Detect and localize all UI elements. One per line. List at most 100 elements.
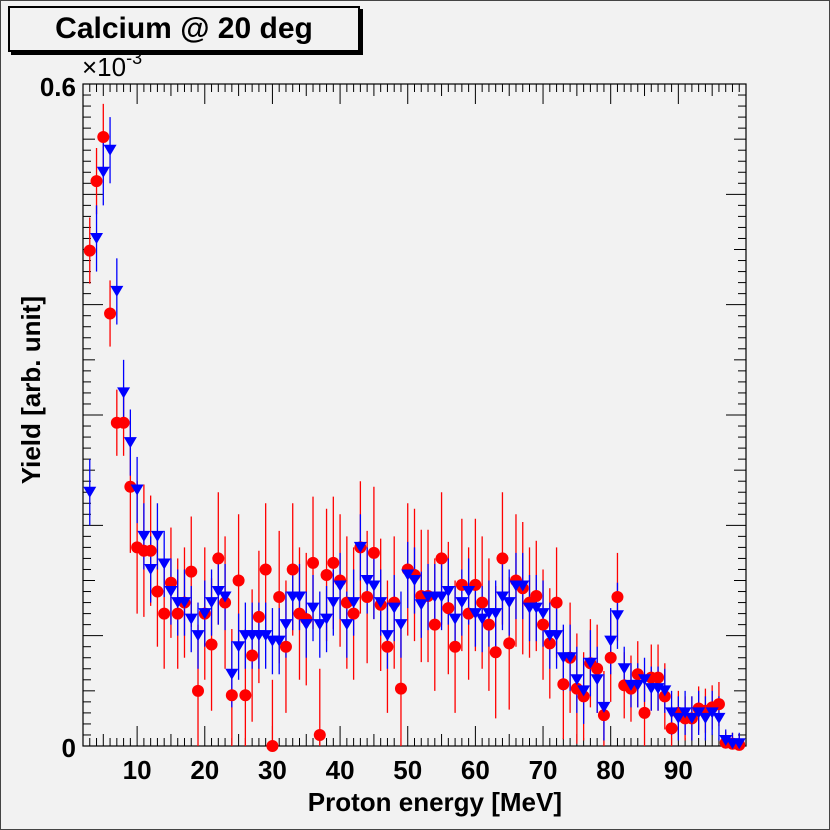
data-point-triangle [455, 597, 469, 609]
data-point-triangle [732, 738, 746, 750]
data-point-triangle [638, 674, 652, 686]
y-multiplier-exponent: -3 [126, 48, 142, 68]
data-point-circle [252, 610, 265, 623]
data-point-triangle [150, 530, 164, 542]
data-point-circle [158, 607, 171, 620]
data-point-circle [597, 709, 610, 722]
data-point-circle [171, 607, 184, 620]
data-point-circle [164, 576, 177, 589]
data-point-circle [367, 546, 380, 559]
data-point-circle [327, 556, 340, 569]
data-point-triangle [665, 707, 679, 719]
data-point-circle [279, 640, 292, 653]
x-tick-label: 50 [393, 755, 422, 785]
data-point-triangle [597, 701, 611, 713]
data-point-circle [442, 602, 455, 615]
data-point-circle [246, 649, 259, 662]
data-point-circle [394, 682, 407, 695]
data-point-triangle [502, 597, 516, 609]
data-point-circle [192, 684, 205, 697]
data-point-triangle [313, 619, 327, 631]
x-tick-label: 60 [461, 755, 490, 785]
data-point-triangle [610, 610, 624, 622]
data-point-circle [205, 638, 218, 651]
data-point-circle [83, 244, 96, 257]
data-point-circle [591, 662, 604, 675]
data-point-circle [482, 618, 495, 631]
data-point-circle [652, 671, 665, 684]
data-point-circle [219, 596, 232, 609]
data-point-circle [658, 690, 671, 703]
data-point-triangle [380, 630, 394, 642]
data-point-triangle [353, 541, 367, 553]
x-tick-label: 30 [258, 755, 287, 785]
data-point-triangle [259, 630, 273, 642]
data-point-triangle [435, 591, 449, 603]
data-point-triangle [279, 619, 293, 631]
data-point-triangle [570, 674, 584, 686]
data-point-triangle [516, 580, 530, 592]
data-point-triangle [96, 166, 110, 178]
y-multiplier-label: ×10-3 [82, 48, 142, 82]
data-point-triangle [719, 734, 733, 746]
data-point-triangle [590, 674, 604, 686]
data-point-triangle [83, 486, 97, 498]
data-point-triangle [489, 608, 503, 620]
data-point-triangle [563, 652, 577, 664]
data-point-triangle [583, 657, 597, 669]
data-point-triangle [299, 619, 313, 631]
data-point-circle [435, 552, 448, 565]
data-point-triangle [347, 597, 361, 609]
data-point-circle [320, 568, 333, 581]
data-point-circle [489, 646, 502, 659]
x-tick-label: 80 [596, 755, 625, 785]
data-point-triangle [157, 558, 171, 570]
y-axis-label: Yield [arb. unit] [16, 296, 46, 484]
data-point-circle [185, 565, 198, 578]
data-point-triangle [604, 635, 618, 647]
data-point-circle [273, 591, 286, 604]
data-point-circle [151, 585, 164, 598]
data-point-triangle [374, 597, 388, 609]
data-point-triangle [117, 387, 131, 399]
data-point-triangle [671, 712, 685, 724]
data-point-circle [665, 722, 678, 735]
data-point-triangle [462, 586, 476, 598]
data-point-triangle [658, 685, 672, 697]
data-point-circle [611, 591, 624, 604]
data-point-circle [476, 596, 489, 609]
x-tick-label: 20 [190, 755, 219, 785]
x-tick-label: 40 [326, 755, 355, 785]
chart-title-box: Calcium @ 20 deg [8, 6, 360, 52]
data-point-circle [530, 589, 543, 602]
data-point-triangle [205, 597, 219, 609]
data-point-circle [543, 637, 556, 650]
data-point-circle [638, 706, 651, 719]
data-point-circle [604, 651, 617, 664]
data-point-triangle [577, 685, 591, 697]
data-point-triangle [333, 580, 347, 592]
data-point-triangle [110, 285, 124, 297]
y-tick-label-zero: 0 [62, 733, 76, 763]
data-point-triangle [211, 586, 225, 598]
data-point-circle [225, 689, 238, 702]
data-point-triangle [414, 599, 428, 611]
data-point-triangle [218, 591, 232, 603]
data-point-triangle [685, 712, 699, 724]
data-point-triangle [448, 613, 462, 625]
x-axis-label: Proton energy [MeV] [308, 787, 562, 817]
data-point-triangle [184, 613, 198, 625]
data-point-triangle [692, 707, 706, 719]
data-point-circle [307, 556, 320, 569]
data-point-triangle [631, 679, 645, 691]
data-point-triangle [536, 608, 550, 620]
data-point-triangle [705, 707, 719, 719]
data-point-circle [428, 618, 441, 631]
data-point-circle [577, 690, 590, 703]
data-point-triangle [468, 608, 482, 620]
data-point-triangle [123, 437, 137, 449]
data-point-triangle [306, 602, 320, 614]
data-point-triangle [550, 630, 564, 642]
data-point-triangle [387, 602, 401, 614]
data-point-triangle [103, 144, 117, 156]
